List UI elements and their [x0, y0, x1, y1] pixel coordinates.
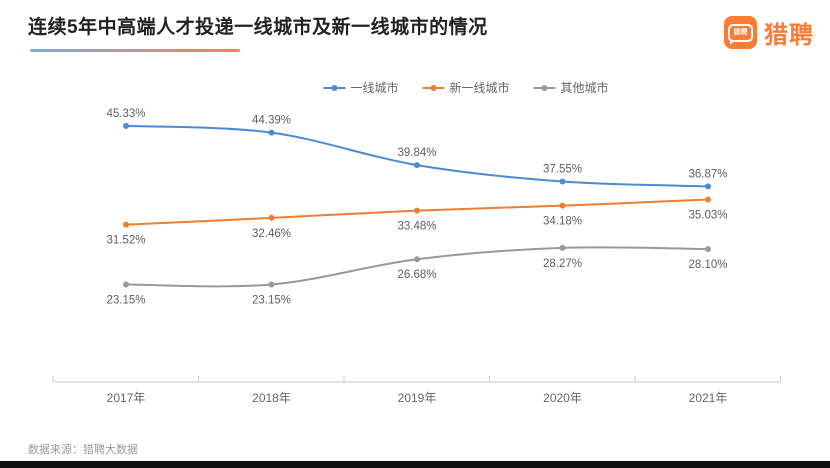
x-axis-label: 2017年 [107, 391, 146, 405]
data-point-label: 39.84% [397, 147, 436, 159]
liepin-logo: 猎聘 猎聘 [724, 15, 814, 50]
legend-line-marker [422, 84, 445, 91]
data-point[interactable] [414, 256, 420, 263]
data-point[interactable] [705, 196, 711, 203]
x-axis-label: 2019年 [398, 391, 437, 405]
speech-bubble-tail [730, 40, 735, 45]
legend-dot-icon [331, 84, 338, 91]
data-point-label: 26.68% [397, 269, 436, 281]
data-point-label: 36.87% [688, 168, 727, 180]
legend-line-marker [533, 84, 556, 91]
data-point-label: 28.10% [688, 259, 727, 271]
logo-bubble-text: 猎聘 [733, 29, 748, 36]
x-axis-label: 2018年 [252, 391, 291, 405]
data-point-label: 35.03% [688, 210, 727, 222]
legend-dot-icon [541, 84, 548, 91]
data-point[interactable] [268, 281, 275, 288]
data-point[interactable] [559, 244, 566, 251]
data-point-label: 32.46% [252, 228, 291, 240]
data-point-label: 44.39% [252, 115, 291, 127]
data-point-label: 28.27% [543, 258, 582, 270]
legend-item-first-tier[interactable]: 一线城市 [323, 79, 398, 96]
page-title: 连续5年中高端人才投递一线城市及新一线城市的情况 [28, 17, 488, 38]
data-point[interactable] [123, 281, 129, 288]
data-point-label: 34.18% [543, 216, 582, 228]
data-point-label: 23.15% [252, 294, 291, 306]
data-point[interactable] [705, 246, 711, 253]
title-underline-accent [30, 49, 240, 52]
data-point-label: 31.52% [106, 235, 145, 247]
legend-label: 其他城市 [560, 81, 609, 95]
data-point[interactable] [559, 202, 566, 209]
data-point[interactable] [559, 178, 566, 185]
x-axis-label: 2020年 [543, 391, 582, 405]
data-point[interactable] [268, 129, 275, 136]
legend-line-marker [323, 84, 346, 91]
legend-label: 新一线城市 [449, 81, 510, 95]
legend-dot-icon [430, 84, 437, 91]
chart-legend: 一线城市 新一线城市 其他城市 [323, 79, 609, 96]
data-point-label: 37.55% [543, 164, 582, 176]
data-point[interactable] [123, 221, 129, 228]
data-point[interactable] [705, 183, 711, 190]
legend-item-new-first-tier[interactable]: 新一线城市 [422, 79, 510, 96]
data-point-label: 23.15% [106, 294, 145, 306]
data-point[interactable] [268, 214, 275, 221]
x-axis-label: 2021年 [689, 391, 728, 405]
legend-label: 一线城市 [350, 81, 399, 95]
data-source-note: 数据来源：猎聘大数据 [28, 444, 138, 456]
data-point[interactable] [123, 122, 129, 129]
legend-item-other-cities[interactable]: 其他城市 [533, 79, 609, 96]
data-point-label: 45.33% [106, 108, 145, 120]
data-point[interactable] [414, 207, 420, 214]
data-point[interactable] [414, 162, 420, 169]
logo-wordmark: 猎聘 [764, 22, 814, 49]
liepin-logo-icon: 猎聘 [724, 16, 757, 49]
speech-bubble-icon: 猎聘 [728, 23, 753, 42]
data-point-label: 33.48% [397, 221, 436, 233]
footer-divider-bar [0, 461, 830, 468]
